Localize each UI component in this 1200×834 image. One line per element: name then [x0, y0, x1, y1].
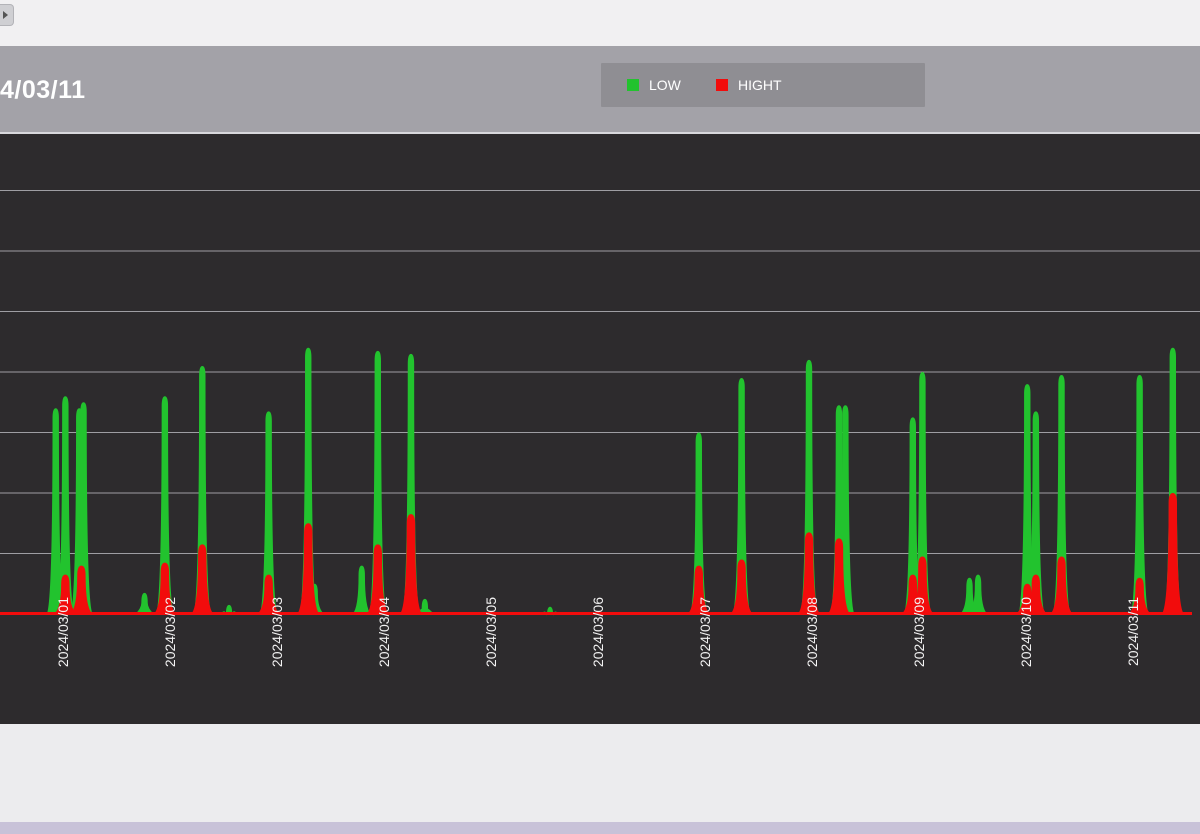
peak-hight — [191, 544, 214, 614]
peak-low — [74, 402, 93, 614]
chart-plot: 2024/03/01 2024/03/02 2024/03/03 2024/03/04… — [0, 190, 1200, 667]
legend-label-hight: HIGHT — [738, 77, 782, 93]
peak-hight — [911, 556, 934, 614]
x-tick-label: 2024/03/04 — [376, 597, 392, 667]
collapse-arrow-icon[interactable] — [0, 4, 14, 26]
x-tick-label: 2024/03/09 — [911, 597, 927, 667]
x-tick-label: 2024/03/11 — [1125, 597, 1141, 666]
peak-low — [1163, 347, 1182, 614]
chart-header — [0, 46, 1200, 132]
page-bottom-area — [0, 724, 1200, 834]
peak-low — [56, 396, 75, 614]
peak-low — [1026, 411, 1046, 614]
peak-low — [368, 350, 387, 614]
peak-hight — [687, 565, 710, 614]
peak-hight — [1161, 493, 1184, 614]
peak-low — [193, 365, 212, 614]
peak-low — [299, 347, 318, 614]
peak-low — [689, 432, 708, 614]
x-tick-label: 2024/03/01 — [55, 597, 71, 667]
legend: LOW HIGHT — [601, 63, 925, 107]
x-tick-label: 2024/03/08 — [804, 597, 820, 667]
peak-low — [415, 598, 435, 614]
peak-hight — [54, 574, 77, 614]
series-low — [0, 347, 1192, 617]
peak-low — [799, 359, 819, 614]
peak-hight — [1024, 574, 1048, 614]
peak-low — [1052, 375, 1071, 614]
x-tick-label: 2024/03/03 — [269, 597, 285, 667]
legend-swatch-hight — [716, 79, 728, 91]
peak-hight — [797, 532, 821, 614]
peak-hight — [730, 559, 753, 614]
x-tick-label: 2024/03/02 — [162, 597, 178, 667]
header-divider — [0, 132, 1200, 134]
chart-title: 4/03/11 — [0, 76, 86, 104]
peak-low — [913, 372, 932, 614]
peak-low — [135, 592, 154, 614]
x-tick-label: 2024/03/05 — [483, 597, 499, 667]
taskbar — [0, 822, 1200, 834]
x-tick-label: 2024/03/06 — [590, 597, 606, 667]
peak-hight — [70, 565, 93, 614]
peak-low — [401, 353, 421, 614]
peak-low — [46, 408, 65, 614]
peak-hight — [399, 514, 423, 614]
peak-hight — [257, 574, 280, 614]
legend-item-low[interactable]: LOW — [627, 77, 681, 93]
x-tick-label: 2024/03/10 — [1018, 597, 1034, 667]
peak-low — [732, 378, 751, 614]
legend-swatch-low — [627, 79, 639, 91]
peak-hight — [827, 538, 851, 614]
series-hight — [0, 493, 1192, 615]
peak-low — [1130, 375, 1149, 614]
series-baseline — [0, 612, 1192, 615]
peak-low — [259, 411, 278, 614]
peak-low — [352, 565, 371, 614]
legend-label-low: LOW — [649, 77, 681, 93]
peak-low — [540, 606, 560, 617]
top-strip — [0, 0, 1200, 46]
x-tick-label: 2024/03/07 — [697, 597, 713, 667]
peak-hight — [1128, 577, 1151, 614]
peak-hight — [1050, 556, 1073, 614]
peak-low — [155, 396, 175, 614]
peak-hight — [366, 544, 389, 614]
peak-low — [968, 574, 988, 614]
legend-item-hight[interactable]: HIGHT — [716, 77, 782, 93]
peak-hight — [153, 562, 177, 614]
peak-hight — [297, 523, 320, 614]
